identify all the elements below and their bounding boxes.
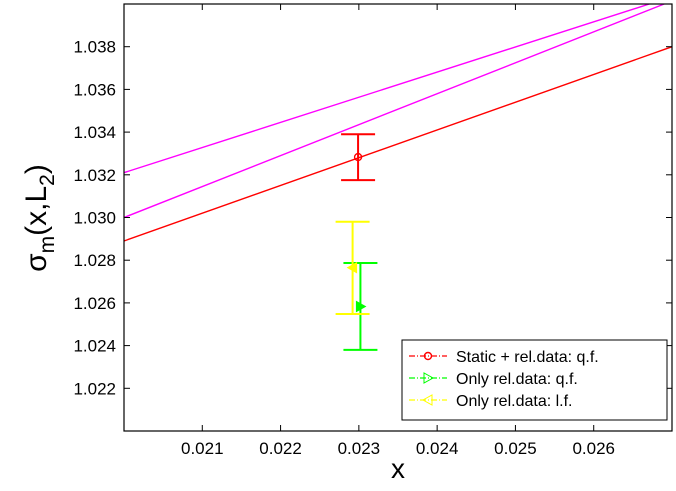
y-axis-title-args: (x,L xyxy=(20,186,53,236)
y-tick-label: 1.030 xyxy=(73,209,116,228)
data-point-marker xyxy=(355,300,367,313)
y-axis-title-subscript: m xyxy=(36,236,59,254)
legend: Static + rel.data: q.f. Only rel.data: q.… xyxy=(401,339,668,421)
x-tick-label: 0.023 xyxy=(338,439,381,458)
fit-lines xyxy=(124,4,672,242)
legend-entry-2: Only rel.data: q.f. xyxy=(409,371,578,388)
legend-label: Static + rel.data: q.f. xyxy=(456,349,599,366)
x-tick-label: 0.025 xyxy=(494,439,537,458)
x-tick-label: 0.022 xyxy=(259,439,302,458)
y-tick-label: 1.032 xyxy=(73,166,116,185)
y-axis-title: σm(x,L2) xyxy=(20,164,59,272)
legend-marker xyxy=(423,372,435,384)
y-tick-label: 1.028 xyxy=(73,251,116,270)
series-1 xyxy=(341,133,376,182)
y-axis-title-base: σ xyxy=(20,253,53,272)
fit-line-3 xyxy=(124,46,672,242)
y-tick-label: 1.034 xyxy=(73,123,116,142)
data-point-marker xyxy=(346,261,358,274)
x-tick-label: 0.026 xyxy=(572,439,615,458)
x-axis-title: x xyxy=(391,453,405,484)
legend-label: Only rel.data: l.f. xyxy=(456,393,573,410)
legend-entry-1: Static + rel.data: q.f. xyxy=(409,349,599,366)
fit-line-1 xyxy=(124,4,650,174)
y-axis-title-args-subscript: 2 xyxy=(36,174,59,186)
y-axis-title-close: ) xyxy=(20,164,53,174)
y-axis: 1.022 1.024 1.026 1.028 1.030 1.032 1.034 1.036… xyxy=(73,38,672,398)
series-2 xyxy=(343,261,378,351)
y-tick-label: 1.022 xyxy=(73,379,116,398)
series-3 xyxy=(335,220,370,316)
legend-marker xyxy=(421,394,433,406)
x-tick-label: 0.024 xyxy=(416,439,459,458)
y-tick-label: 1.038 xyxy=(73,38,116,57)
legend-box xyxy=(401,339,668,421)
y-tick-label: 1.024 xyxy=(73,337,116,356)
legend-marker xyxy=(423,351,433,361)
y-tick-label: 1.026 xyxy=(73,294,116,313)
data-points xyxy=(335,133,378,351)
x-tick-label: 0.021 xyxy=(181,439,224,458)
x-axis: 0.021 0.022 0.023 0.024 0.025 0.026 xyxy=(181,4,615,458)
legend-label: Only rel.data: q.f. xyxy=(456,371,578,388)
legend-entry-3: Only rel.data: l.f. xyxy=(409,393,573,410)
y-tick-label: 1.036 xyxy=(73,80,116,99)
fit-line-2 xyxy=(124,4,665,219)
data-point-marker xyxy=(353,152,363,162)
